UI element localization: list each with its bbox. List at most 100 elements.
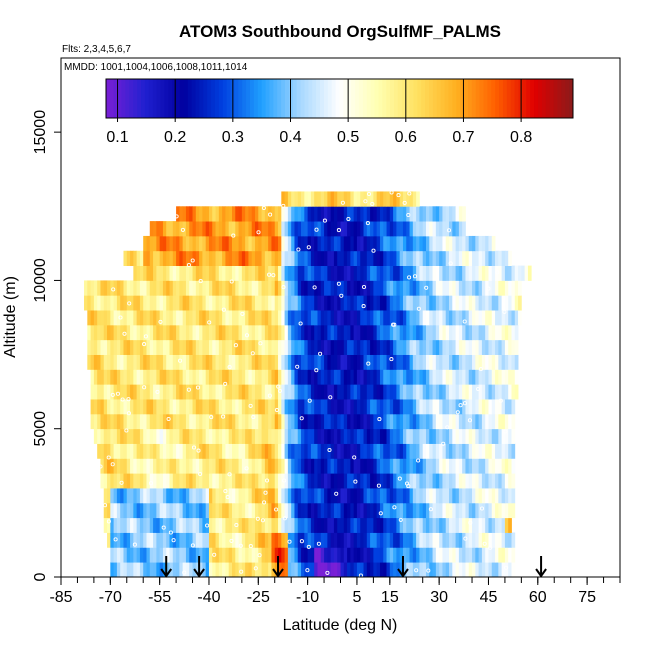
- heat-cell: [153, 502, 157, 519]
- colorbar-swatch: [339, 79, 344, 118]
- heat-cell: [97, 399, 101, 415]
- heat-cell: [185, 413, 190, 430]
- heat-cell: [379, 473, 384, 489]
- sample-point: [476, 386, 481, 392]
- sample-point: [306, 544, 311, 549]
- heat-cell: [156, 295, 161, 311]
- heat-cell: [419, 221, 424, 237]
- heat-cell: [488, 339, 493, 355]
- heat-cell: [304, 310, 309, 326]
- heat-cell: [123, 443, 128, 459]
- heat-cell: [120, 547, 124, 563]
- heat-cell: [120, 369, 124, 385]
- heat-cell: [343, 339, 348, 355]
- heat-cell: [143, 399, 147, 415]
- heat-cell: [419, 443, 424, 459]
- heat-cell: [215, 221, 220, 237]
- heat-cell: [185, 532, 190, 548]
- heat-cell: [218, 265, 223, 281]
- heat-cell: [333, 428, 338, 444]
- heat-cell: [478, 295, 483, 311]
- heat-cell: [113, 488, 118, 504]
- sample-point: [361, 284, 367, 290]
- heat-cell: [518, 295, 522, 311]
- heat-cell: [422, 206, 427, 222]
- heat-cell: [103, 413, 108, 430]
- heat-cell: [399, 473, 404, 489]
- heat-cell: [366, 369, 371, 385]
- y-tick-label: 5000: [32, 411, 49, 447]
- heat-cell: [449, 473, 453, 489]
- heat-cell: [399, 413, 404, 430]
- heat-cell: [182, 547, 187, 563]
- heat-cell: [172, 250, 177, 266]
- heat-cell: [215, 399, 220, 415]
- heat-cell: [412, 532, 417, 548]
- heat-cell: [314, 473, 318, 489]
- colorbar-tick-label: 0.8: [510, 129, 532, 146]
- heat-cell: [199, 324, 203, 341]
- heat-cell: [462, 562, 466, 578]
- heat-cell: [508, 458, 512, 474]
- heat-cell: [393, 547, 397, 563]
- heat-cell: [501, 324, 506, 341]
- heat-cell: [498, 517, 503, 533]
- heat-cell: [317, 280, 322, 296]
- heat-cell: [182, 458, 187, 474]
- heat-cell: [278, 488, 282, 504]
- heat-cell: [245, 532, 249, 548]
- heat-cell: [425, 443, 430, 459]
- heat-cell: [107, 354, 111, 370]
- heat-cell: [284, 295, 289, 311]
- heat-cell: [462, 221, 466, 237]
- heat-cell: [205, 517, 210, 533]
- heat-cell: [373, 532, 378, 548]
- heat-cell: [278, 310, 282, 326]
- heat-cell: [120, 280, 124, 296]
- heat-cell: [199, 369, 203, 385]
- heat-cell: [449, 547, 453, 563]
- sample-point: [426, 568, 431, 573]
- heat-cell: [419, 235, 424, 252]
- heat-cell: [320, 428, 325, 444]
- heat-cell: [291, 458, 295, 474]
- heat-cell: [429, 324, 433, 341]
- heat-cell: [465, 295, 470, 311]
- heat-cell: [149, 339, 154, 355]
- heat-cell: [182, 250, 187, 266]
- heat-cell: [383, 488, 387, 504]
- heat-cell: [409, 517, 414, 533]
- heat-cell: [327, 547, 332, 563]
- heat-cell: [429, 221, 433, 237]
- heat-cell: [212, 339, 216, 355]
- heat-cell: [475, 488, 480, 504]
- heat-cell: [445, 339, 450, 355]
- heat-cell: [208, 369, 213, 385]
- heat-cell: [445, 250, 450, 266]
- heat-cell: [139, 295, 144, 311]
- heat-cell: [231, 235, 236, 252]
- heat-cell: [248, 443, 253, 459]
- heat-cell: [228, 413, 233, 430]
- heat-cell: [508, 265, 512, 281]
- heat-cell: [416, 354, 420, 370]
- heat-cell: [314, 443, 318, 459]
- colorbar-swatch: [436, 79, 442, 118]
- heat-cell: [416, 265, 420, 281]
- heat-cell: [297, 428, 302, 444]
- heat-cell: [103, 369, 108, 385]
- colorbar-swatch: [534, 79, 539, 118]
- heat-cell: [445, 399, 450, 415]
- heat-cell: [93, 324, 98, 341]
- heat-cell: [353, 399, 358, 415]
- heat-cell: [235, 384, 239, 400]
- heat-cell: [455, 339, 460, 355]
- heat-cell: [192, 310, 197, 326]
- heat-cell: [149, 517, 154, 533]
- heat-cell: [350, 280, 355, 296]
- colorbar-swatch: [444, 79, 449, 118]
- heat-cell: [278, 443, 282, 459]
- heat-cell: [373, 250, 378, 266]
- heat-cell: [360, 324, 364, 341]
- heat-cell: [347, 473, 351, 489]
